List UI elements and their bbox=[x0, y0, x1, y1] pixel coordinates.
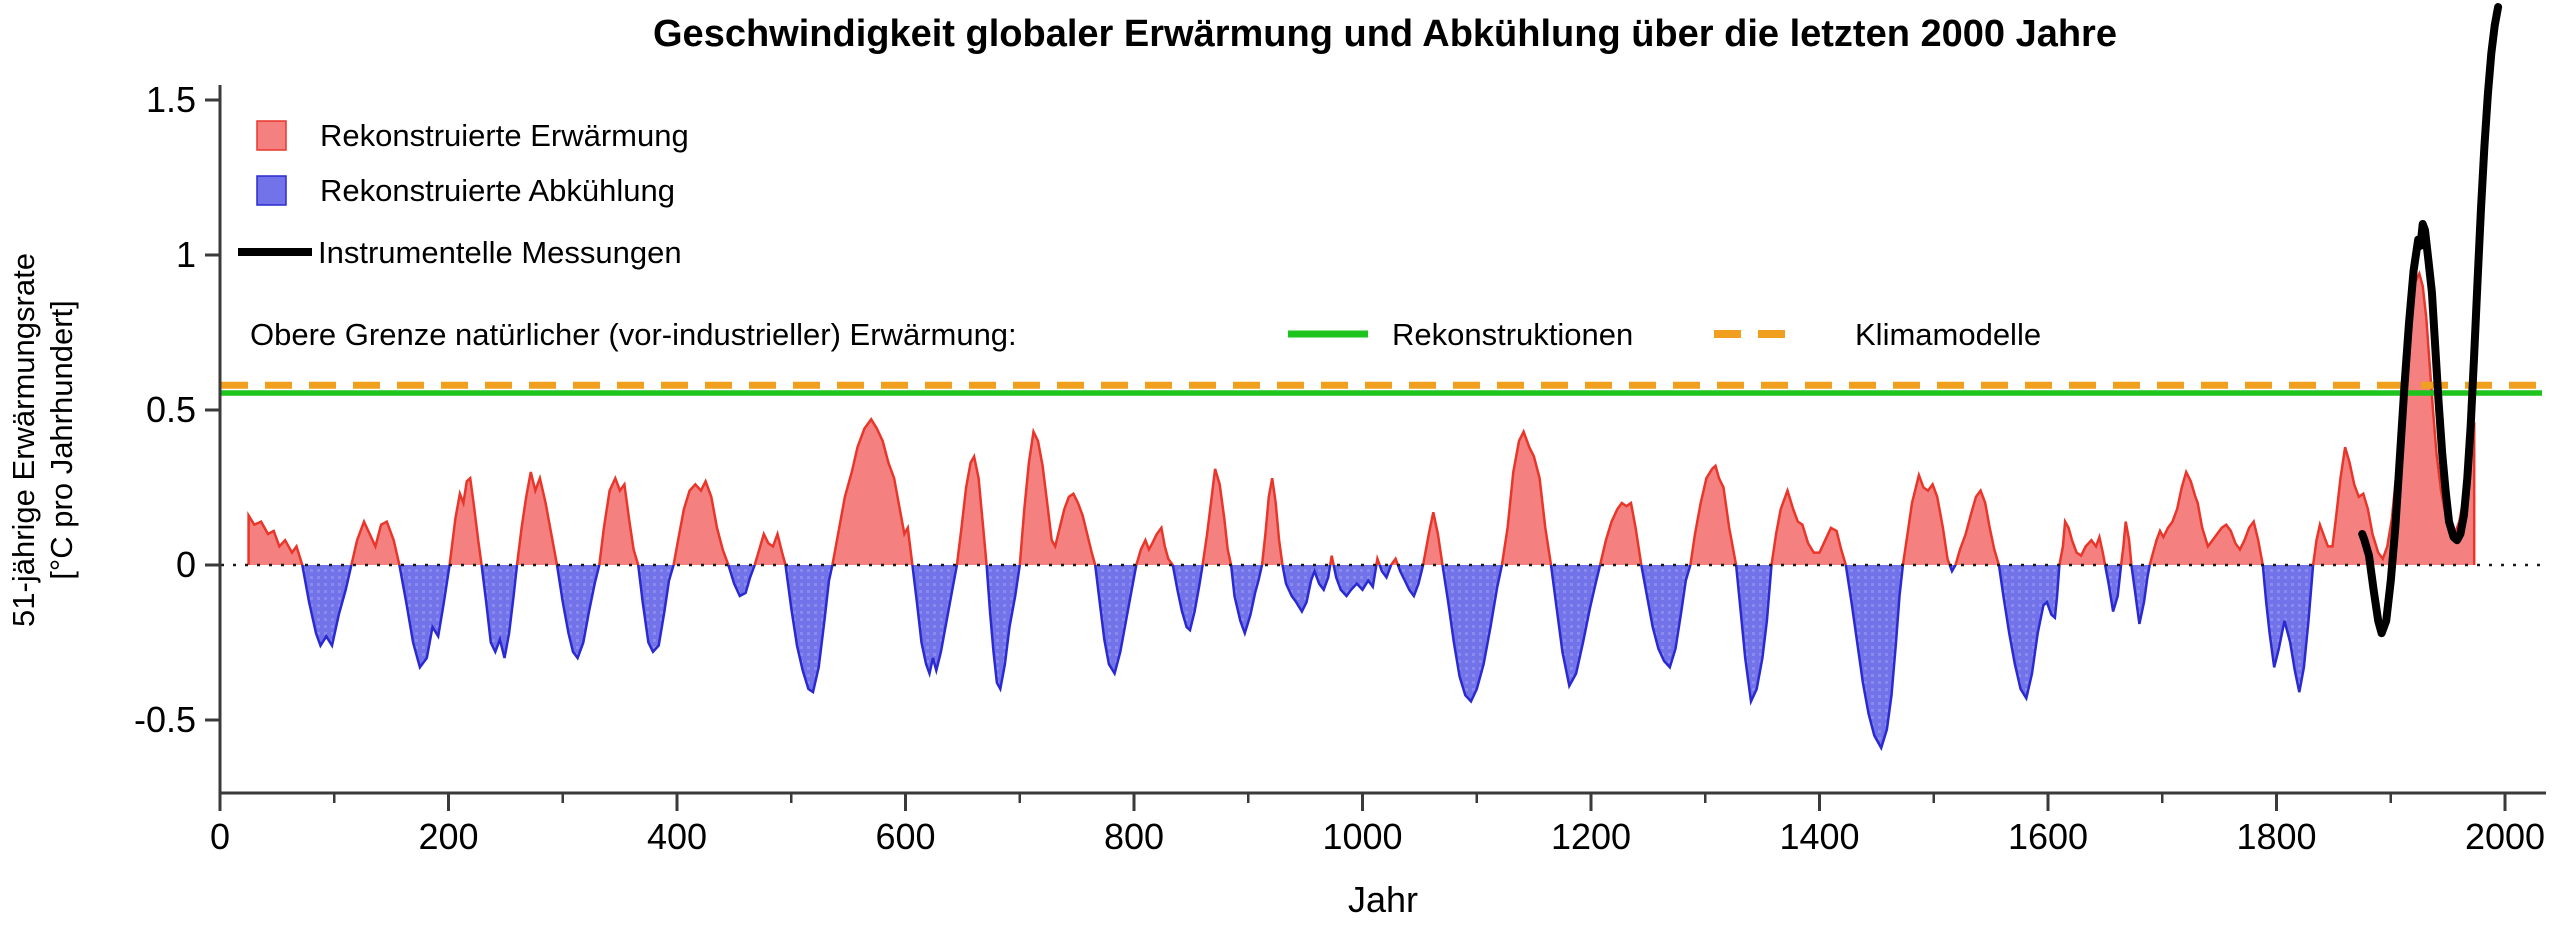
x-tick-label: 1600 bbox=[2008, 816, 2088, 857]
models-label: Klimamodelle bbox=[1855, 317, 2041, 352]
instrumental-measurements-line bbox=[2358, 3, 2503, 638]
x-tick-label: 1800 bbox=[2236, 816, 2316, 857]
y-tick-label: 0.5 bbox=[146, 389, 196, 430]
instrumental-rate-path bbox=[2358, 3, 2503, 638]
natural-warming-limit-lines bbox=[221, 381, 2542, 396]
axes bbox=[205, 85, 2546, 811]
y-tick-label: 0 bbox=[176, 544, 196, 585]
x-tick-label: 400 bbox=[647, 816, 707, 857]
warming-area bbox=[248, 273, 2475, 565]
x-tick-label: 1400 bbox=[1779, 816, 1859, 857]
reconstructions-label: Rekonstruktionen bbox=[1392, 317, 1633, 352]
legend: Rekonstruierte Erwärmung Rekonstruierte … bbox=[238, 118, 689, 270]
cooling-area-texture bbox=[248, 565, 2475, 748]
x-tick-label: 2000 bbox=[2465, 816, 2545, 857]
threshold-annotation: Obere Grenze natürlicher (vor-industriel… bbox=[250, 317, 2041, 352]
x-tick-label: 200 bbox=[418, 816, 478, 857]
y-tick-label: 1 bbox=[176, 234, 196, 275]
x-tick-label: 0 bbox=[210, 816, 230, 857]
reconstructed-rate-areas bbox=[247, 270, 2476, 752]
x-tick-label: 600 bbox=[875, 816, 935, 857]
legend-label-cooling: Rekonstruierte Abkühlung bbox=[320, 173, 675, 208]
threshold-annotation-label: Obere Grenze natürlicher (vor-industriel… bbox=[250, 317, 1017, 352]
warming-swatch-icon bbox=[256, 120, 287, 151]
y-axis-label-line2: [°C pro Jahrhundert] bbox=[44, 300, 79, 579]
y-tick-label: -0.5 bbox=[134, 699, 196, 740]
tick-labels: 1.5 1 0.5 0 -0.5 0 200 400 600 800 1000 1200 1400 160… bbox=[134, 79, 2545, 857]
y-axis-label-line1: 51-jährige Erwärmungsrate bbox=[6, 253, 41, 627]
y-tick-label: 1.5 bbox=[146, 79, 196, 120]
x-axis-label: Jahr bbox=[1348, 879, 1418, 920]
x-tick-label: 800 bbox=[1104, 816, 1164, 857]
x-tick-label: 1000 bbox=[1322, 816, 1402, 857]
legend-label-warming: Rekonstruierte Erwärmung bbox=[320, 118, 689, 153]
chart-title: Geschwindigkeit globaler Erwärmung und A… bbox=[653, 13, 2117, 55]
cooling-swatch-icon bbox=[256, 175, 287, 206]
cooling-area-outline bbox=[248, 565, 2476, 752]
x-tick-label: 1200 bbox=[1551, 816, 1631, 857]
legend-label-instrumental: Instrumentelle Messungen bbox=[318, 235, 682, 270]
